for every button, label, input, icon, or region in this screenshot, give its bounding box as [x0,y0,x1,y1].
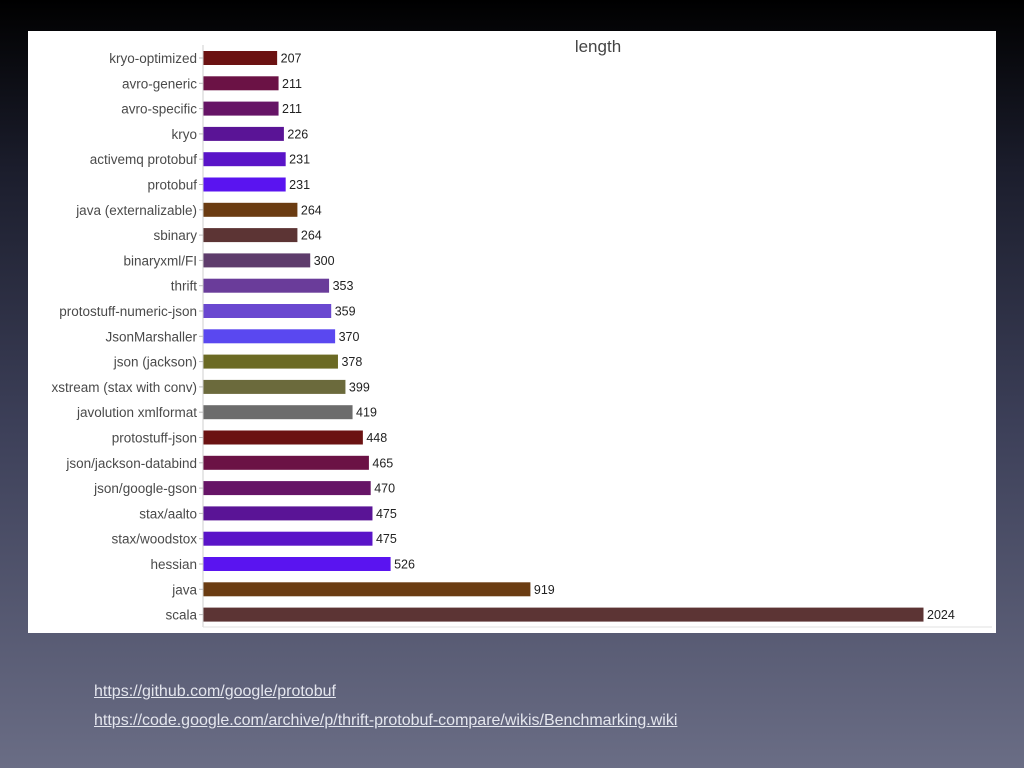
bar [203,455,369,470]
category-label: java (externalizable) [75,203,197,218]
category-label: protostuff-json [112,431,197,446]
bar-chart: length kryo-optimized 207 avro-generic 211 a… [51,37,992,628]
bar [203,177,286,192]
protobuf-github-link[interactable]: https://github.com/google/protobuf [94,683,336,700]
bar [203,557,391,571]
category-label: hessian [150,557,197,572]
bar [203,202,298,217]
value-label: 399 [349,380,370,394]
category-label: kryo [171,127,197,142]
bar [203,76,279,91]
value-label: 211 [282,77,302,91]
category-label: scala [165,608,197,623]
value-label: 465 [372,456,393,470]
category-label: JsonMarshaller [105,329,197,344]
value-label: 231 [289,153,310,167]
bar [203,582,531,597]
value-label: 226 [287,127,308,141]
bar [203,228,298,243]
value-label: 470 [374,482,395,496]
category-label: protobuf [147,178,197,193]
category-label: javolution xmlformat [76,405,197,420]
category-label: java [171,582,197,597]
bar [203,531,373,546]
value-label: 419 [356,406,377,420]
bar [203,152,286,167]
category-label: json/google-gson [93,481,197,496]
bar [203,405,353,420]
bar [203,379,346,394]
value-label: 475 [376,532,397,546]
value-label: 919 [534,583,555,597]
category-label: json (jackson) [113,355,197,370]
value-label: 526 [394,558,415,572]
value-label: 475 [376,507,397,521]
category-label: protostuff-numeric-json [59,304,197,319]
category-label: stax/aalto [139,506,197,521]
value-label: 448 [366,431,387,445]
bar [203,481,371,496]
category-label: avro-specific [121,102,197,117]
bar [203,253,311,268]
bar [203,354,338,369]
bar [203,278,330,293]
value-label: 300 [314,254,335,268]
reference-links: https://github.com/google/protobuf https… [94,677,677,735]
bar [203,506,373,521]
benchmarking-wiki-link[interactable]: https://code.google.com/archive/p/thrift… [94,712,678,729]
bar [203,607,924,622]
value-label: 207 [281,52,302,66]
category-label: json/jackson-databind [65,456,197,471]
category-label: activemq protobuf [90,152,198,167]
value-label: 264 [301,229,322,243]
bar [203,329,336,344]
value-label: 359 [335,305,356,319]
category-label: binaryxml/FI [123,253,197,268]
category-label: stax/woodstox [111,532,197,547]
category-label: avro-generic [122,76,197,91]
chart-panel: length kryo-optimized 207 avro-generic 211 a… [28,31,996,633]
bar [203,126,284,141]
value-label: 2024 [927,608,955,622]
category-label: thrift [171,279,198,294]
value-label: 264 [301,203,322,217]
category-label: xstream (stax with conv) [51,380,197,395]
chart-title: length [575,37,621,56]
category-label: kryo-optimized [109,51,197,66]
bar [203,101,279,116]
bar [203,51,278,65]
category-label: sbinary [153,228,197,243]
value-label: 353 [333,279,354,293]
value-label: 378 [341,355,362,369]
value-label: 370 [339,330,360,344]
value-label: 211 [282,102,302,116]
bar [203,430,363,445]
value-label: 231 [289,178,310,192]
bar [203,304,332,318]
